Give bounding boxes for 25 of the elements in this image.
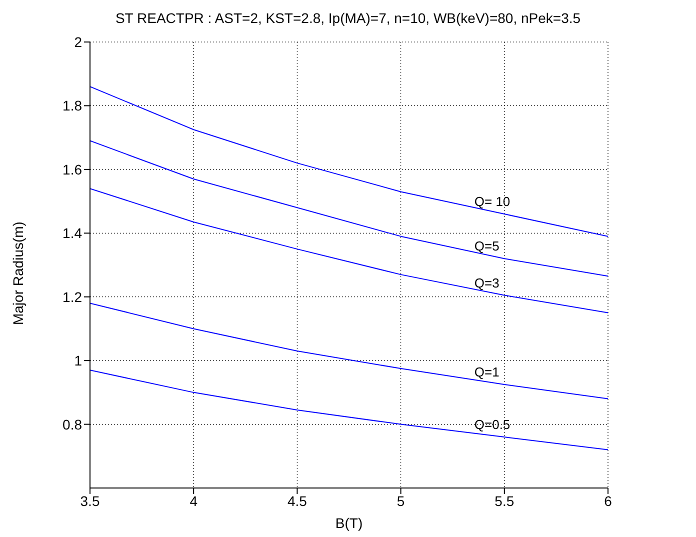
series-label: Q= 10 xyxy=(474,194,510,210)
x-axis-title: B(T) xyxy=(335,515,363,531)
series-label: Q=0.5 xyxy=(474,417,510,432)
line-series xyxy=(90,188,608,314)
y-tick-label: 1.2 xyxy=(62,288,82,305)
y-tick-label: 0.8 xyxy=(62,416,82,432)
line-series xyxy=(90,302,608,400)
x-tick-label: 4.5 xyxy=(287,492,308,509)
line-series xyxy=(90,86,608,237)
x-tick-label: 3.5 xyxy=(80,492,100,509)
y-axis-title: Major Radius(m) xyxy=(10,222,26,325)
series-label: Q=1 xyxy=(474,364,500,380)
x-tick-label: 4 xyxy=(190,492,198,509)
y-tick-label: 2 xyxy=(74,34,82,50)
chart-title: ST REACTPR : AST=2, KST=2.8, Ip(MA)=7, n=10, WB(keV)=80, nPek=3.5 xyxy=(114,10,582,26)
y-tick-label: 1.4 xyxy=(62,225,82,242)
x-tick-label: 5 xyxy=(396,492,405,509)
line-series xyxy=(90,140,608,277)
series-label: Q=3 xyxy=(474,275,500,290)
y-tick-label: 1.8 xyxy=(62,98,82,114)
series-label: Q=5 xyxy=(474,238,500,254)
y-tick-label: 1 xyxy=(74,352,82,369)
x-tick-label: 6 xyxy=(604,492,612,509)
x-tick-label: 5.5 xyxy=(494,492,514,509)
y-tick-label: 1.6 xyxy=(62,161,82,178)
